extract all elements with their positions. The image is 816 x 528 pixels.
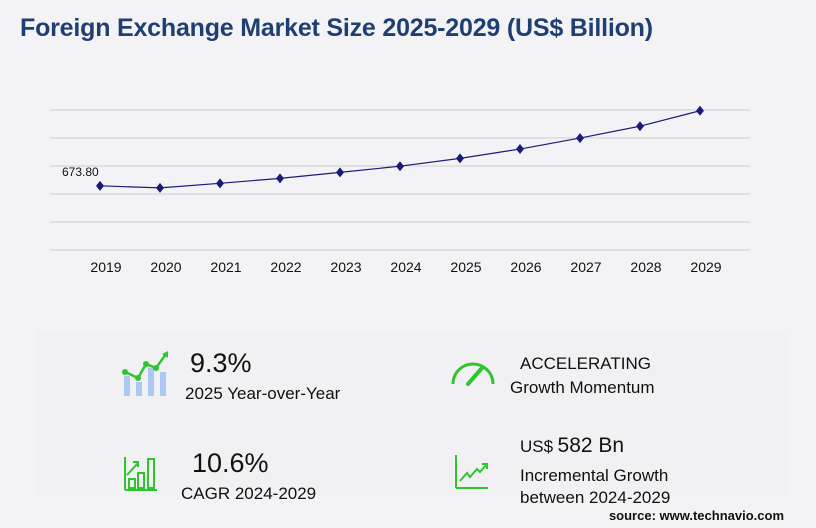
x-tick-label: 2029 (690, 259, 721, 275)
chart-title: Foreign Exchange Market Size 2025-2029 (… (20, 14, 653, 42)
x-tick-label: 2026 (510, 259, 541, 275)
speedometer-icon (451, 362, 495, 386)
data-point (576, 133, 584, 144)
cagr-label: CAGR 2024-2029 (181, 484, 317, 503)
x-tick-label: 2021 (210, 259, 241, 275)
data-point (696, 105, 704, 116)
stats-panel (35, 330, 790, 495)
x-tick-label: 2028 (630, 259, 661, 275)
data-point (216, 178, 224, 189)
x-tick-label: 2023 (330, 259, 361, 275)
incremental-value: US$ 582 Bn (520, 434, 624, 458)
data-point (336, 167, 344, 178)
data-point (636, 121, 644, 132)
currency-prefix: US$ (520, 437, 554, 456)
data-point (516, 144, 524, 155)
momentum-label: Growth Momentum (510, 378, 655, 397)
incremental-amount: 582 Bn (557, 434, 625, 457)
line-chart: 2019 2020 2021 2022 2023 2024 2025 2026 2027 2028… (50, 105, 750, 275)
data-point (456, 153, 464, 164)
incremental-period: between 2024-2029 (520, 488, 671, 507)
data-point (156, 182, 164, 193)
data-point (96, 180, 104, 191)
bar-chart-arrow-icon (124, 457, 157, 491)
x-tick-label: 2022 (270, 259, 301, 275)
yoy-label: 2025 Year-over-Year (185, 384, 341, 403)
x-tick-label: 2020 (150, 259, 181, 275)
data-point (276, 173, 284, 184)
x-tick-label: 2024 (390, 259, 421, 275)
incremental-label: Incremental Growth (520, 466, 669, 485)
series-line (99, 110, 701, 189)
data-point (396, 161, 404, 172)
line-chart-up-icon (455, 455, 488, 489)
yoy-value: 9.3% (190, 348, 252, 378)
bar-line-growth-icon (122, 351, 168, 396)
x-tick-label: 2025 (450, 259, 481, 275)
data-label: 673.80 (62, 165, 99, 179)
cagr-value: 10.6% (192, 448, 269, 478)
x-tick-label: 2027 (570, 259, 601, 275)
x-tick-label: 2019 (90, 259, 121, 275)
source-text: source: www.technavio.com (608, 508, 784, 523)
momentum-value: ACCELERATING (520, 354, 651, 373)
